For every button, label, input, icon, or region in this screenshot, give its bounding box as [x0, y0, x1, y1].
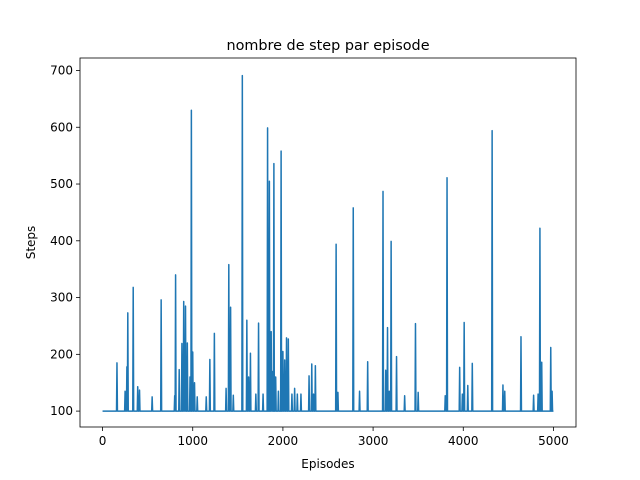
x-tick-label: 4000 [448, 434, 479, 448]
x-tick-label: 3000 [358, 434, 389, 448]
y-tick-label: 200 [50, 347, 73, 361]
x-axis: 0 1000 2000 3000 4000 5000 [99, 427, 569, 448]
y-tick-label: 100 [50, 404, 73, 418]
x-tick-label: 2000 [268, 434, 299, 448]
plot-frame [79, 57, 577, 428]
x-tick-label: 1000 [177, 434, 208, 448]
series-line-steps [102, 74, 554, 412]
x-tick-label: 5000 [538, 434, 569, 448]
y-axis-label: Steps [24, 226, 38, 260]
plot-area [102, 74, 554, 412]
y-tick-label: 500 [50, 177, 73, 191]
y-tick-label: 300 [50, 291, 73, 305]
x-tick-label: 0 [99, 434, 107, 448]
y-tick-label: 600 [50, 120, 73, 134]
y-tick-label: 700 [50, 63, 73, 77]
x-axis-label: Episodes [301, 457, 354, 471]
y-axis: 100 200 300 400 500 600 700 [50, 63, 80, 418]
y-tick-label: 400 [50, 234, 73, 248]
chart-title: nombre de step par episode [226, 38, 429, 54]
